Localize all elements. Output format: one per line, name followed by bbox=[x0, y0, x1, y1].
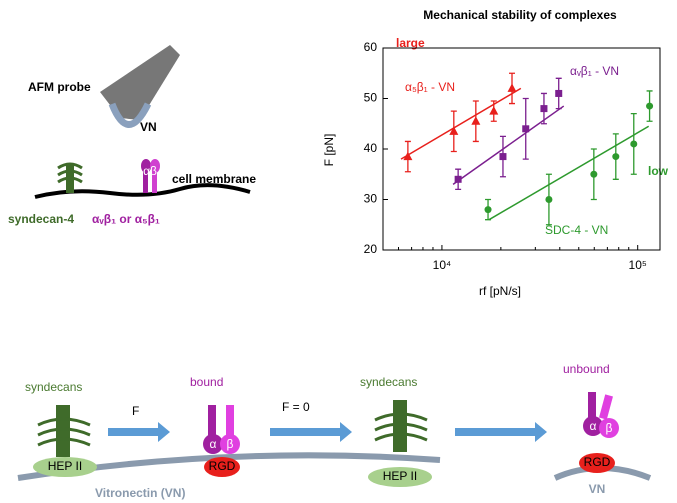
y-axis-label: F [pN] bbox=[322, 134, 336, 167]
point bbox=[471, 116, 481, 125]
rgd-site bbox=[204, 457, 240, 477]
integrin-head bbox=[599, 418, 619, 438]
series-label: αᵥβ₁ - VN bbox=[570, 64, 619, 78]
integrin-head bbox=[150, 159, 160, 173]
label: RGD bbox=[209, 459, 236, 473]
series-label: SDC-4 - VN bbox=[545, 223, 608, 237]
syndecan-chains bbox=[37, 417, 91, 447]
arrow bbox=[270, 422, 352, 442]
point bbox=[507, 83, 517, 92]
point bbox=[522, 125, 530, 133]
plot-frame bbox=[382, 47, 661, 251]
point bbox=[499, 153, 507, 161]
point bbox=[489, 106, 499, 115]
syndecan-shape bbox=[393, 400, 407, 452]
fit-line bbox=[452, 105, 565, 185]
point bbox=[454, 175, 462, 183]
label: α bbox=[210, 437, 217, 451]
label: syndecans bbox=[25, 380, 82, 394]
point bbox=[555, 89, 563, 97]
point bbox=[545, 196, 553, 203]
label: αβ bbox=[143, 164, 157, 178]
point bbox=[484, 206, 492, 214]
label: syndecans bbox=[360, 375, 417, 389]
label: unbound bbox=[563, 362, 610, 376]
integrin-alpha bbox=[588, 392, 596, 418]
point bbox=[403, 151, 413, 161]
label: HEP II bbox=[383, 469, 417, 483]
fit-line bbox=[488, 125, 650, 221]
label: F bbox=[132, 404, 139, 418]
y-tick-label: 60 bbox=[364, 40, 378, 54]
x-tick-label: 10⁵ bbox=[629, 258, 647, 272]
point bbox=[630, 140, 638, 148]
label: RGD bbox=[584, 455, 611, 469]
afm-probe-shape bbox=[100, 45, 180, 120]
label: bound bbox=[190, 375, 223, 389]
label: syndecan-4 bbox=[8, 212, 74, 226]
chart-title: Mechanical stability of complexes bbox=[423, 8, 617, 22]
fit-line bbox=[400, 87, 522, 160]
y-tick-label: 20 bbox=[364, 242, 378, 256]
x-tick-label: 10⁴ bbox=[433, 258, 452, 272]
point bbox=[646, 102, 654, 110]
series-label: α₅β₁ - VN bbox=[405, 80, 455, 94]
label: Vitronectin (VN) bbox=[95, 486, 185, 500]
label: αᵥβ₁ or α₅β₁ bbox=[92, 212, 160, 226]
y-tick-label: 30 bbox=[364, 192, 378, 206]
point bbox=[590, 170, 598, 178]
hep-domain bbox=[368, 467, 432, 487]
syndecan-chains bbox=[374, 412, 428, 442]
integrin-beta bbox=[152, 165, 157, 193]
label: F = 0 bbox=[282, 400, 310, 414]
process-diagram: syndecans F bound F = 0 syndecans unboun… bbox=[17, 362, 652, 500]
label: β bbox=[606, 421, 613, 435]
label: HEP II bbox=[48, 459, 82, 473]
y-tick-label: 50 bbox=[364, 91, 378, 105]
integrin-head bbox=[141, 159, 151, 173]
integrin-alpha bbox=[143, 165, 148, 193]
syndecan-shape bbox=[56, 405, 70, 457]
rgd-site bbox=[579, 453, 615, 473]
arrow bbox=[108, 422, 170, 442]
integrin-beta bbox=[226, 405, 234, 440]
x-axis-label: rf [pN/s] bbox=[479, 284, 521, 298]
integrin-beta bbox=[599, 394, 613, 420]
annotation: large bbox=[396, 36, 425, 50]
label: AFM probe bbox=[28, 80, 91, 94]
point bbox=[612, 153, 620, 161]
label: β bbox=[227, 437, 234, 451]
chart: Mechanical stability of complexes rf [pN… bbox=[322, 8, 668, 298]
vn-shape bbox=[108, 102, 152, 128]
label: VN bbox=[589, 482, 606, 496]
integrin-head bbox=[203, 434, 223, 454]
point bbox=[449, 126, 459, 135]
label: α bbox=[590, 419, 597, 433]
afm-diagram: AFM probe VN cell membrane syndecan-4 αᵥ… bbox=[8, 45, 256, 226]
y-tick-label: 40 bbox=[364, 141, 378, 155]
label: VN bbox=[140, 120, 157, 134]
point bbox=[540, 105, 548, 113]
hep-domain bbox=[33, 457, 97, 477]
integrin-head bbox=[220, 434, 240, 454]
annotation: low bbox=[648, 164, 669, 178]
integrin-alpha bbox=[208, 405, 216, 440]
integrin-head bbox=[583, 416, 603, 436]
syndecan-chains bbox=[57, 162, 83, 184]
arrow bbox=[455, 422, 547, 442]
label: cell membrane bbox=[172, 172, 256, 186]
